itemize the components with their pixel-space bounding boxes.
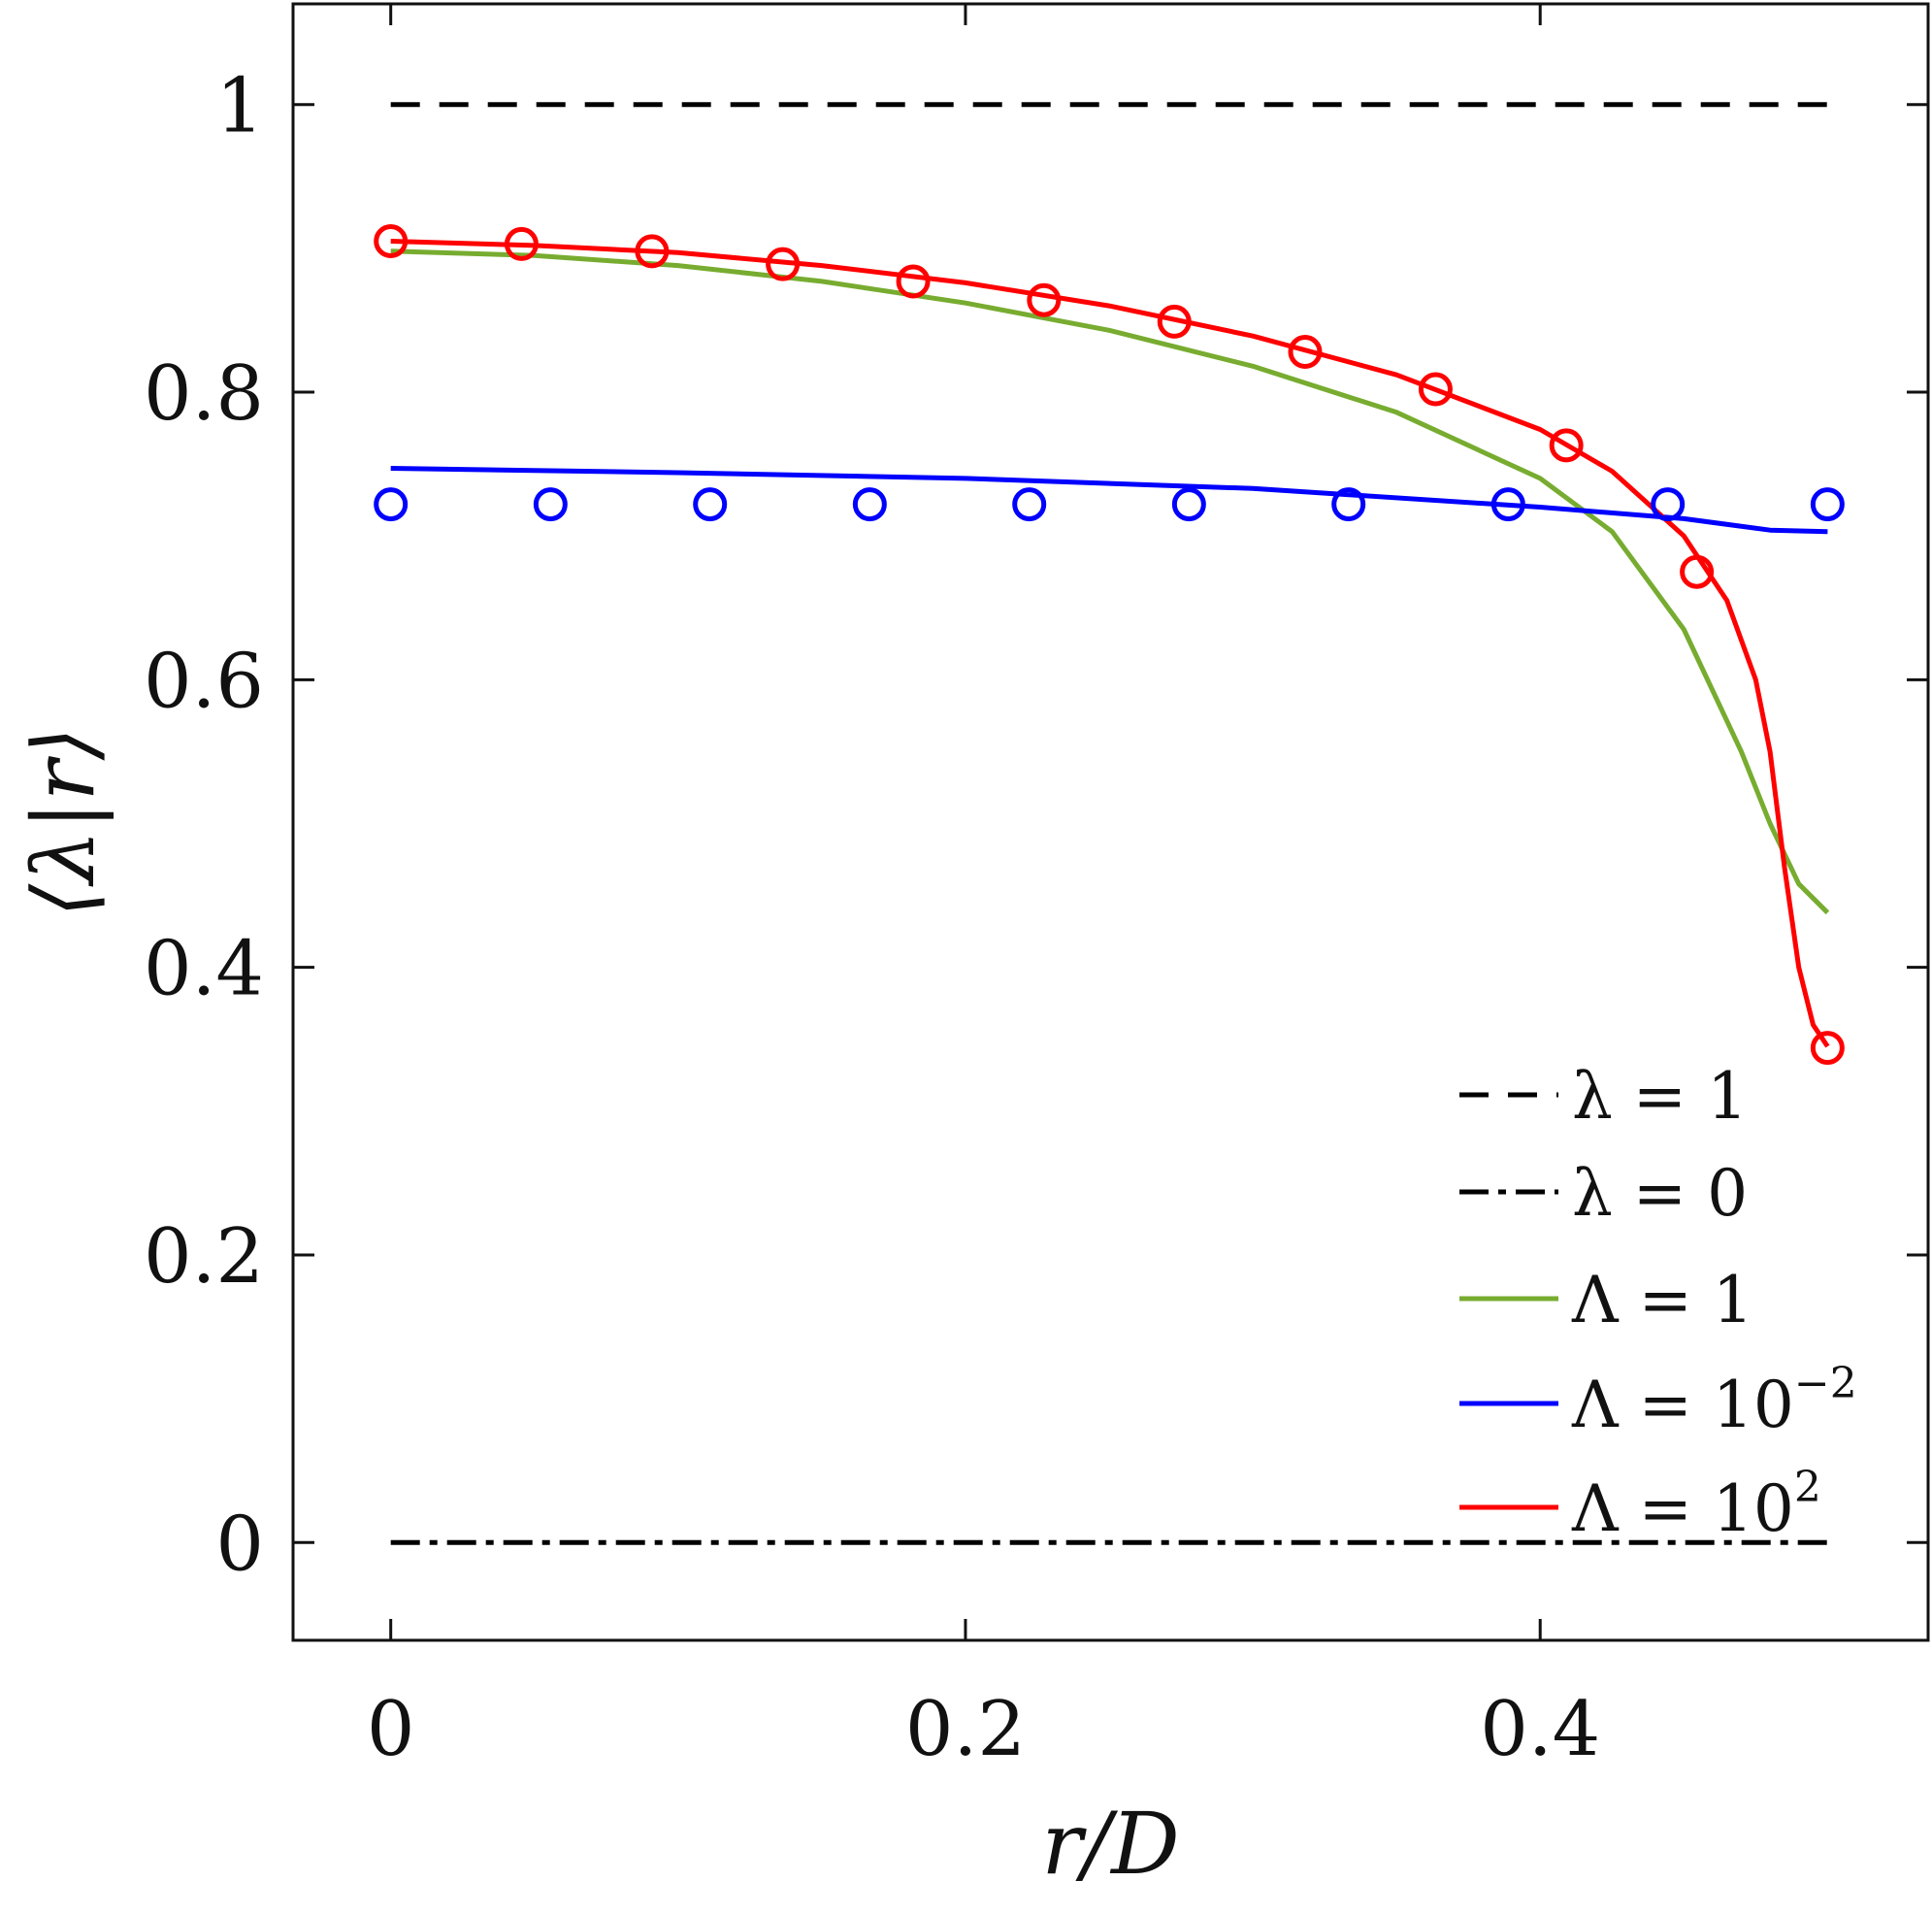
series-line-2 xyxy=(390,248,1830,915)
marker-6-0 xyxy=(374,223,409,258)
marker-6-3 xyxy=(766,247,801,281)
marker-6-6 xyxy=(1157,304,1192,339)
x-tick-label-1: 0.2 xyxy=(905,1686,1026,1773)
x-axis-label: r/D xyxy=(1041,1794,1179,1894)
legend-label-exponent-4: 2 xyxy=(1794,1463,1821,1512)
marker-6-9 xyxy=(1549,428,1584,463)
marker-6-5 xyxy=(1027,282,1062,317)
marker-6-11 xyxy=(1810,1031,1845,1066)
plot-frame xyxy=(291,2,1930,1642)
marker-6-2 xyxy=(635,234,670,269)
marker-5-6 xyxy=(1331,487,1366,522)
marker-5-3 xyxy=(852,487,887,522)
marker-6-1 xyxy=(504,226,539,261)
legend: λ = 1λ = 0Λ = 1Λ = 10−2Λ = 102 xyxy=(1459,1059,1857,1546)
series-line-3 xyxy=(390,466,1828,535)
marker-5-4 xyxy=(1012,487,1047,522)
marker-5-7 xyxy=(1490,487,1525,522)
y-tick-label-0: 0 xyxy=(215,1501,264,1588)
legend-label-4: Λ = 102 xyxy=(1571,1463,1821,1546)
legend-label-2: Λ = 1 xyxy=(1571,1263,1753,1337)
marker-5-1 xyxy=(533,487,568,522)
x-tick-label-0: 0 xyxy=(367,1686,415,1773)
y-axis-label: ⟨λ|r⟩ xyxy=(14,727,114,917)
y-tick-label-5: 1 xyxy=(215,63,264,150)
y-tick-label-3: 0.6 xyxy=(144,638,264,725)
marker-layer xyxy=(374,223,1845,1066)
marker-5-5 xyxy=(1171,487,1206,522)
marker-5-9 xyxy=(1810,487,1845,522)
legend-label-base-4: Λ = 10 xyxy=(1571,1471,1794,1546)
y-tick-label-1: 0.2 xyxy=(144,1213,264,1301)
marker-5-0 xyxy=(374,487,409,522)
y-tick-label-2: 0.4 xyxy=(144,926,264,1013)
marker-6-10 xyxy=(1680,554,1715,589)
marker-6-8 xyxy=(1418,372,1453,407)
legend-label-exponent-3: −2 xyxy=(1794,1359,1857,1408)
marker-5-8 xyxy=(1651,487,1686,522)
legend-label-1: λ = 0 xyxy=(1572,1156,1748,1231)
marker-6-7 xyxy=(1288,335,1323,370)
x-tick-label-2: 0.4 xyxy=(1480,1686,1600,1773)
legend-label-base-3: Λ = 10 xyxy=(1571,1368,1794,1442)
legend-label-0: λ = 1 xyxy=(1572,1059,1748,1134)
tick-label-layer: 0 0.2 0.4 0 0.2 0.4 0.6 0.8 1 xyxy=(144,63,1600,1773)
legend-label-3: Λ = 10−2 xyxy=(1571,1359,1857,1442)
marker-5-2 xyxy=(693,487,728,522)
marker-6-4 xyxy=(896,264,931,299)
y-tick-label-4: 0.8 xyxy=(144,350,264,438)
tick-layer xyxy=(293,4,1928,1640)
